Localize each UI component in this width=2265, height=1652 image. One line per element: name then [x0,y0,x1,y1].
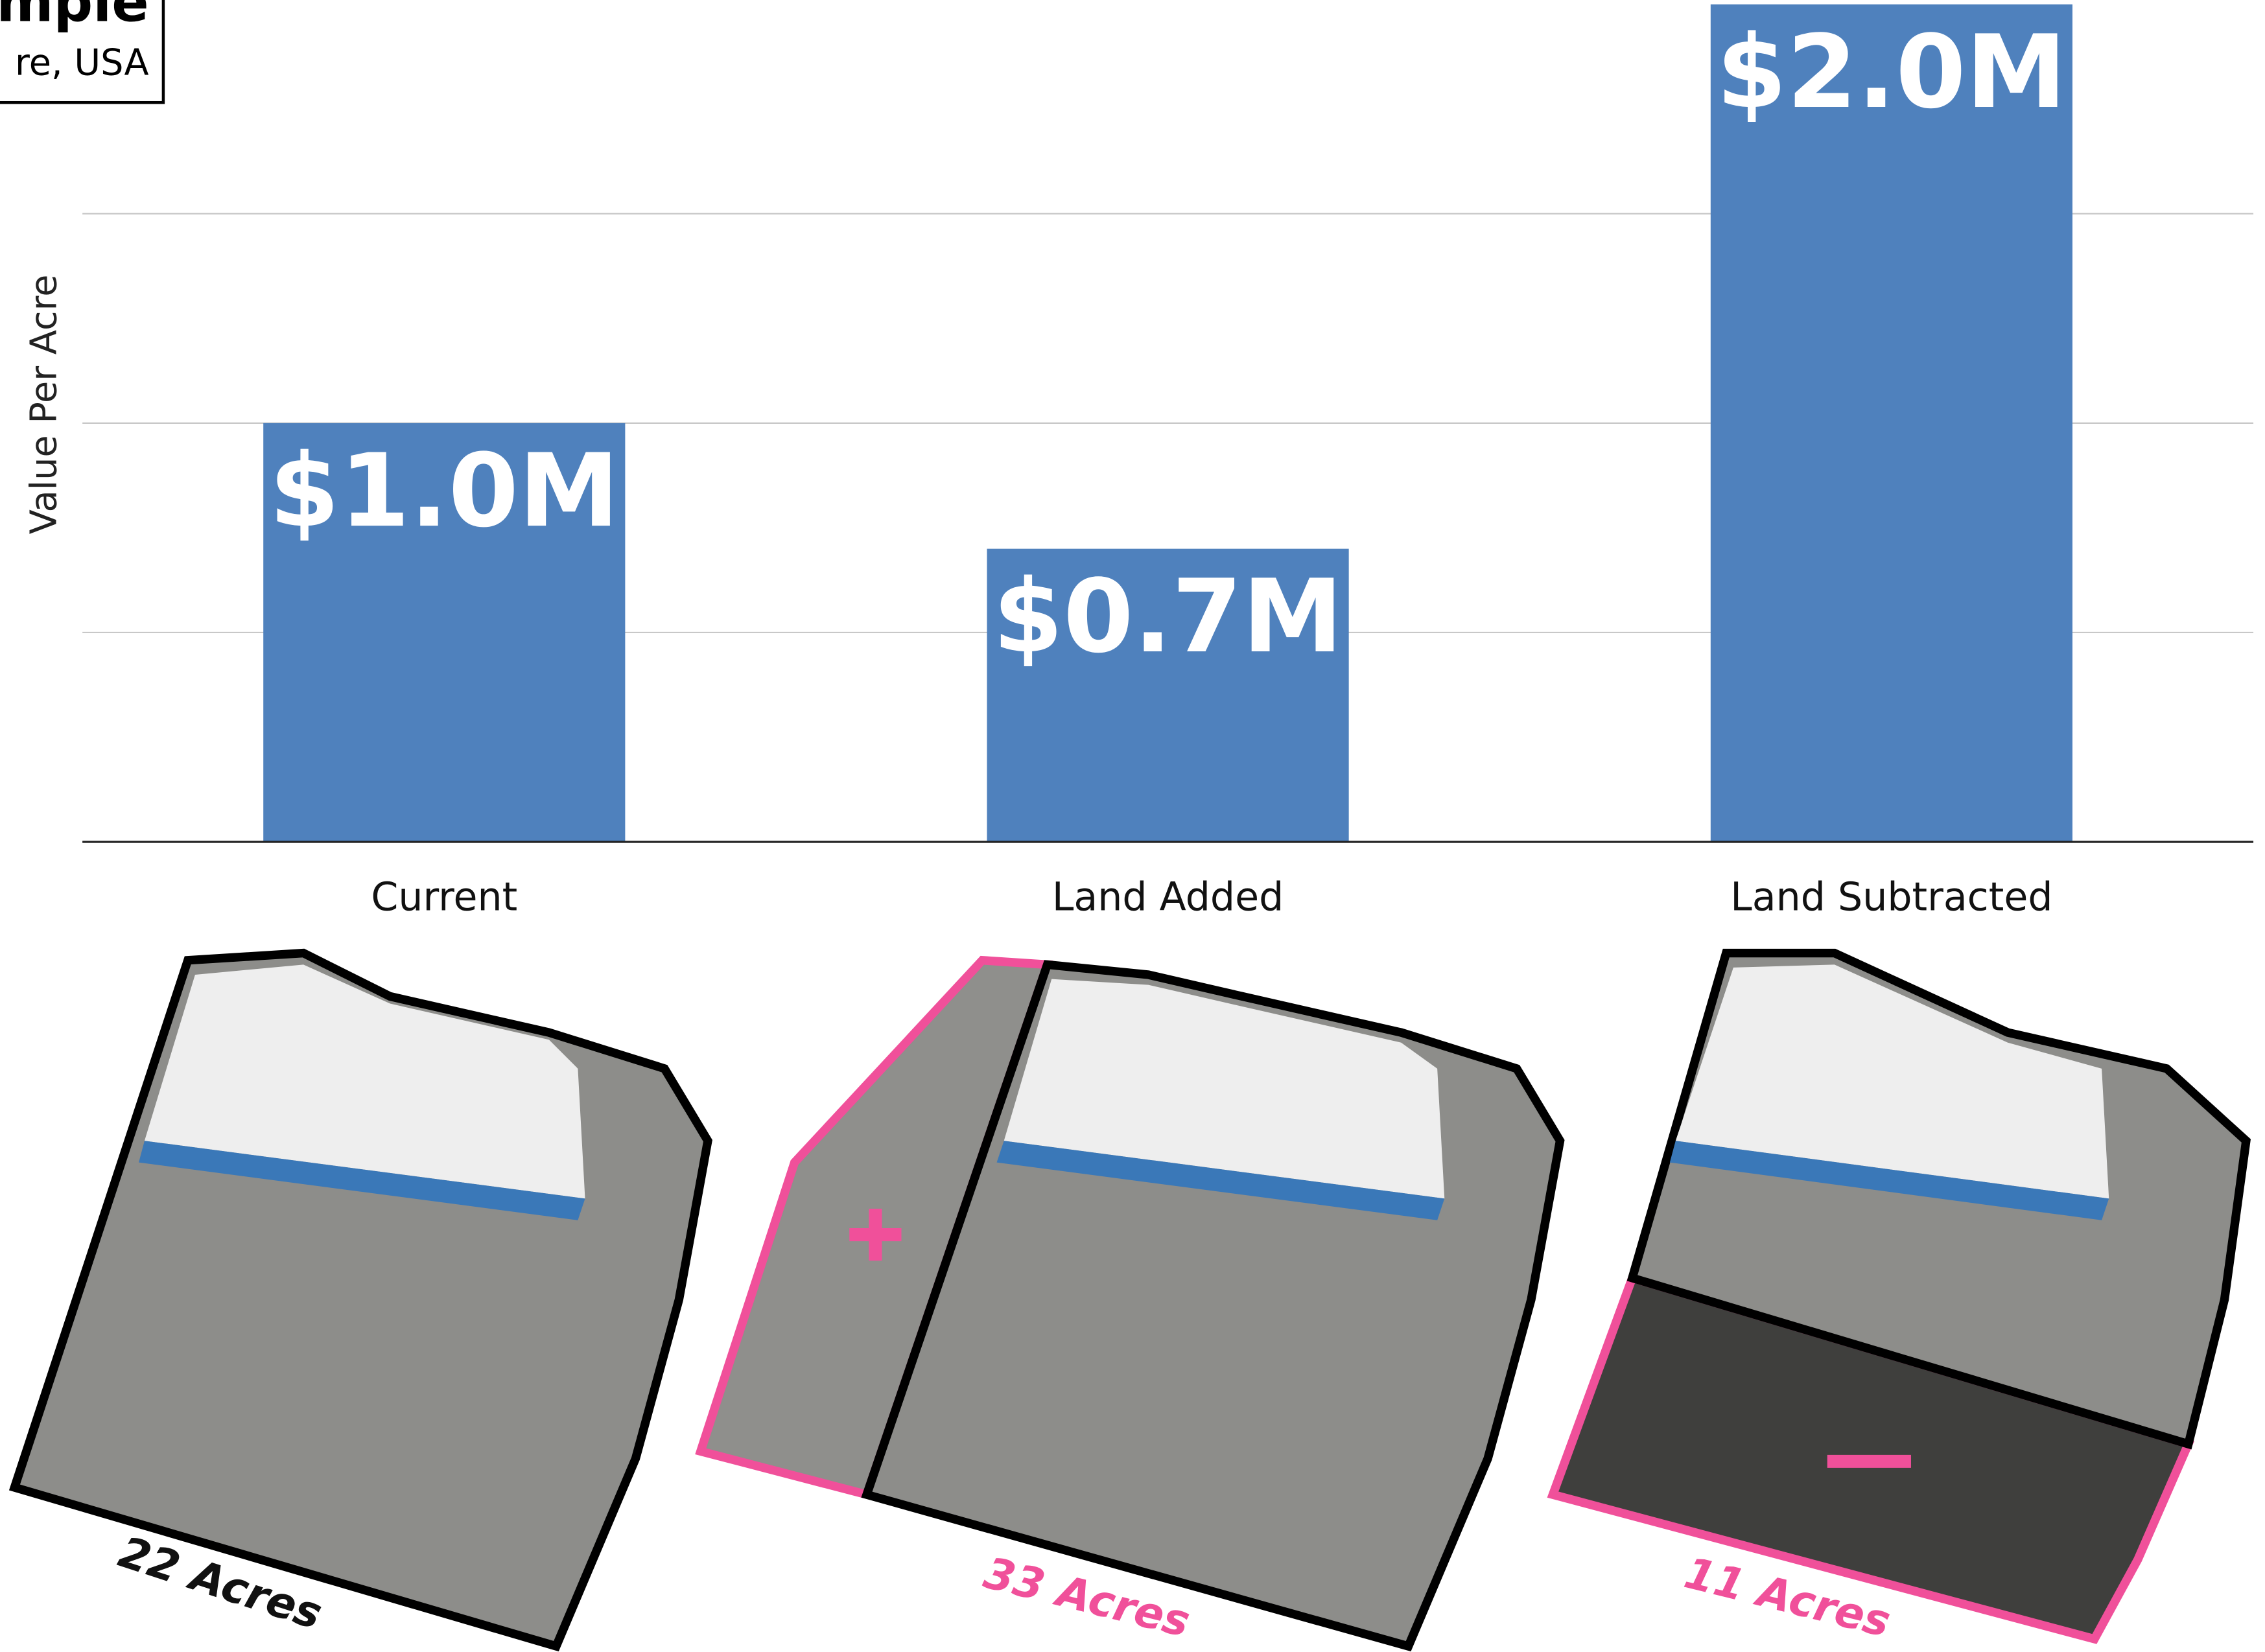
aerial-land-added [695,955,1565,1652]
bar [1710,4,2072,843]
chart-subtitle: re, USA [15,41,149,84]
title-box [0,0,165,104]
bar [987,548,1349,843]
value-label: $2.0M [1717,13,2067,131]
bar [263,423,626,843]
value-label: $1.0M [269,432,619,550]
x-tick-label: Land Subtracted [1730,875,2052,920]
value-label: $0.7M [993,557,1343,675]
aerial-land-subtracted [1547,948,2251,1644]
chart-title: mple [0,0,149,34]
aerial-current [8,948,712,1652]
x-tick-label: Current [371,875,517,920]
x-tick-label: Land Added [1052,875,1284,920]
y-axis-label: Value Per Acre [23,275,65,535]
